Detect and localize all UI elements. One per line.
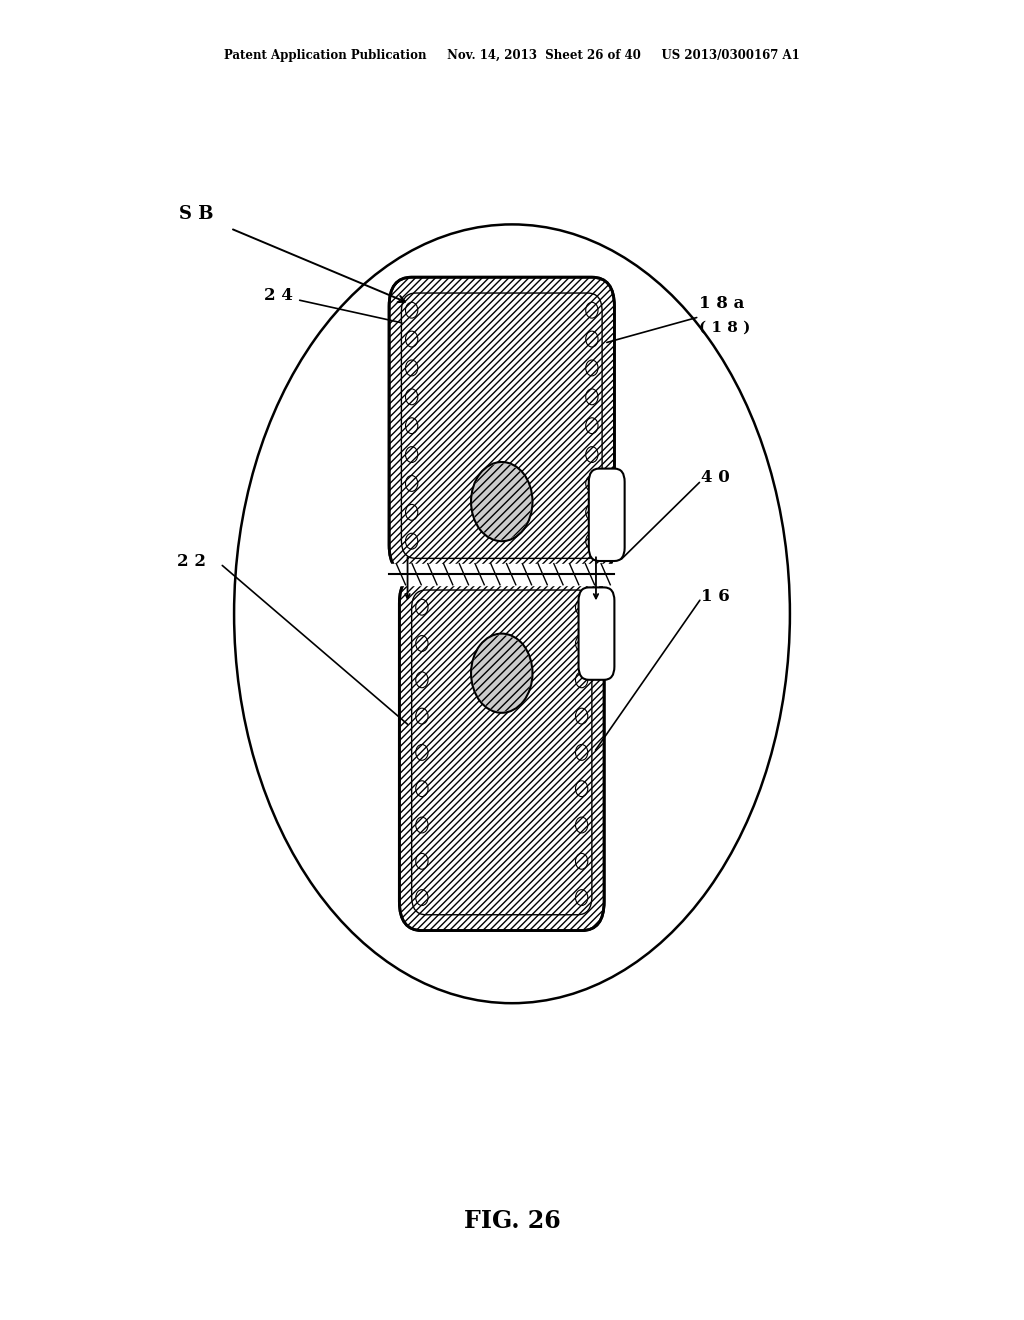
Text: 2 4: 2 4: [264, 288, 293, 304]
Text: 1 8 a: 1 8 a: [699, 296, 744, 312]
FancyBboxPatch shape: [579, 587, 614, 680]
FancyBboxPatch shape: [589, 469, 625, 561]
Text: Patent Application Publication     Nov. 14, 2013  Sheet 26 of 40     US 2013/030: Patent Application Publication Nov. 14, …: [224, 49, 800, 62]
Bar: [389, 568, 614, 581]
Text: ( 1 8 ): ( 1 8 ): [699, 321, 751, 334]
Circle shape: [471, 462, 532, 541]
Text: S B: S B: [179, 205, 214, 223]
Text: 2 2: 2 2: [177, 553, 206, 569]
Circle shape: [471, 634, 532, 713]
Text: 4 0: 4 0: [701, 470, 730, 486]
Bar: [389, 564, 614, 585]
FancyBboxPatch shape: [389, 277, 614, 574]
Text: 1 6: 1 6: [701, 589, 730, 605]
FancyBboxPatch shape: [399, 574, 604, 931]
Text: FIG. 26: FIG. 26: [464, 1209, 560, 1233]
